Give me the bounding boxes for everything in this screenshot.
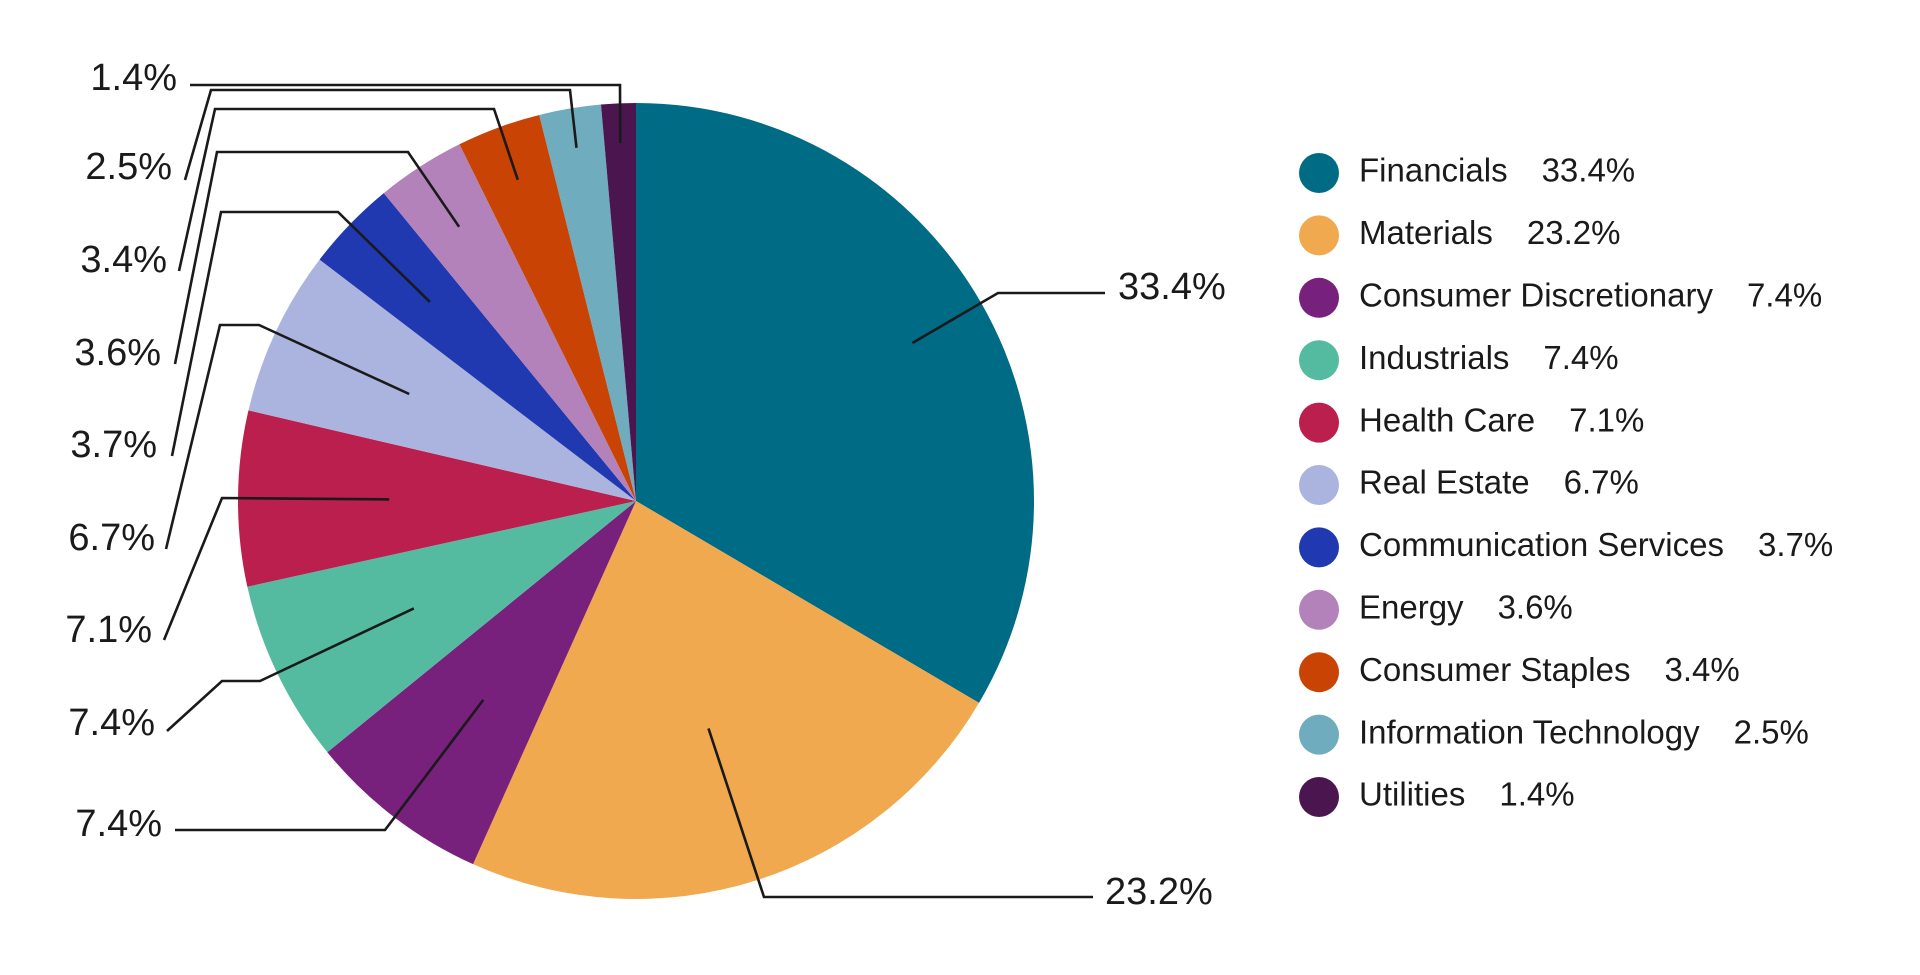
leader-line-communication-services [170, 210, 431, 457]
legend-label-consumer-staples: Consumer Staples [1359, 651, 1630, 688]
legend-item-materials: Materials 23.2% [1299, 214, 1621, 256]
legend-value-information-technology: 2.5% [1734, 713, 1809, 750]
value-label-energy: 3.6% [74, 332, 161, 374]
legend: Financials 33.4% Materials 23.2% Consumer Di… [1299, 152, 1833, 817]
legend-item-consumer-discretionary: Consumer Discretionary 7.4% [1299, 277, 1822, 318]
legend-swatch-consumer-discretionary [1299, 277, 1339, 318]
pie-slice-energy [383, 144, 636, 502]
legend-value-materials: 23.2% [1527, 214, 1621, 251]
pie-slice-materials [473, 501, 979, 899]
legend-value-consumer-staples: 3.4% [1664, 651, 1739, 688]
legend-value-energy: 3.6% [1498, 589, 1573, 626]
legend-label-energy: Energy [1359, 589, 1464, 626]
legend-swatch-industrials [1299, 340, 1339, 381]
legend-label-real-estate: Real Estate [1359, 464, 1530, 501]
value-label-consumer-discretionary: 7.4% [75, 803, 162, 845]
legend-swatch-information-technology [1299, 714, 1339, 755]
pie-slice-industrials [247, 501, 636, 753]
legend-label-health-care: Health Care [1359, 401, 1535, 438]
legend-swatch-materials [1299, 215, 1339, 256]
legend-swatch-health-care [1299, 402, 1339, 443]
leader-line-materials [707, 728, 1093, 899]
leader-line-consumer-staples [177, 107, 520, 272]
value-label-real-estate: 6.7% [68, 517, 155, 559]
legend-item-health-care: Health Care 7.1% [1299, 401, 1644, 443]
legend-item-information-technology: Information Technology 2.5% [1299, 713, 1809, 755]
legend-label-communication-services: Communication Services [1359, 526, 1724, 563]
legend-swatch-energy [1299, 589, 1339, 630]
legend-item-consumer-staples: Consumer Staples 3.4% [1299, 651, 1740, 693]
legend-value-health-care: 7.1% [1569, 401, 1644, 438]
legend-label-financials: Financials [1359, 152, 1508, 189]
legend-value-communication-services: 3.7% [1758, 526, 1833, 563]
legend-item-industrials: Industrials 7.4% [1299, 339, 1619, 381]
legend-item-communication-services: Communication Services 3.7% [1299, 526, 1833, 568]
leader-line-consumer-discretionary [175, 699, 485, 832]
value-label-materials: 23.2% [1105, 871, 1213, 913]
legend-swatch-consumer-staples [1299, 652, 1339, 693]
legend-label-utilities: Utilities [1359, 776, 1465, 813]
pie-slices [237, 102, 1035, 899]
leader-line-industrials [166, 607, 415, 732]
leader-line-information-technology [183, 88, 578, 181]
leader-line-energy [173, 150, 461, 365]
legend-item-financials: Financials 33.4% [1299, 152, 1635, 193]
value-label-information-technology: 2.5% [85, 146, 172, 188]
value-label-financials: 33.4% [1118, 266, 1226, 308]
legend-item-real-estate: Real Estate 6.7% [1299, 464, 1639, 505]
pie-slice-health-care [237, 410, 637, 587]
leader-line-real-estate [164, 323, 410, 550]
legend-swatch-financials [1299, 153, 1339, 193]
legend-swatch-utilities [1299, 777, 1339, 817]
legend-value-industrials: 7.4% [1543, 339, 1618, 376]
legend-item-energy: Energy 3.6% [1299, 589, 1573, 630]
legend-label-materials: Materials [1359, 214, 1493, 251]
legend-label-information-technology: Information Technology [1359, 713, 1700, 750]
value-label-utilities: 1.4% [90, 57, 177, 99]
pie-slice-consumer-staples [459, 114, 636, 501]
pie-slice-real-estate [248, 259, 636, 501]
slice-value-labels: 33.4% 23.2% 7.4% 7.4% 7.1% 6.7% 3.7% 3.6% 3.4% 2.… [65, 57, 1225, 913]
legend-swatch-communication-services [1299, 527, 1339, 568]
leader-line-utilities [190, 83, 622, 144]
legend-label-industrials: Industrials [1359, 339, 1509, 376]
leader-line-health-care [162, 496, 390, 641]
value-label-consumer-staples: 3.4% [80, 239, 167, 281]
value-label-industrials: 7.4% [68, 702, 155, 744]
value-label-health-care: 7.1% [65, 609, 152, 651]
pie-slice-consumer-discretionary [327, 501, 636, 865]
label-leader-lines [162, 83, 1105, 899]
legend-value-consumer-discretionary: 7.4% [1747, 277, 1822, 314]
legend-value-utilities: 1.4% [1499, 776, 1574, 813]
value-label-communication-services: 3.7% [70, 424, 157, 466]
legend-label-consumer-discretionary: Consumer Discretionary [1359, 277, 1713, 314]
leader-line-financials [911, 291, 1105, 345]
pie-slice-information-technology [539, 104, 636, 501]
pie-slice-utilities [600, 102, 636, 501]
legend-value-real-estate: 6.7% [1564, 464, 1639, 501]
legend-item-utilities: Utilities 1.4% [1299, 776, 1575, 817]
legend-value-financials: 33.4% [1542, 152, 1636, 189]
pie-slice-financials [636, 103, 1035, 703]
legend-swatch-real-estate [1299, 465, 1339, 505]
